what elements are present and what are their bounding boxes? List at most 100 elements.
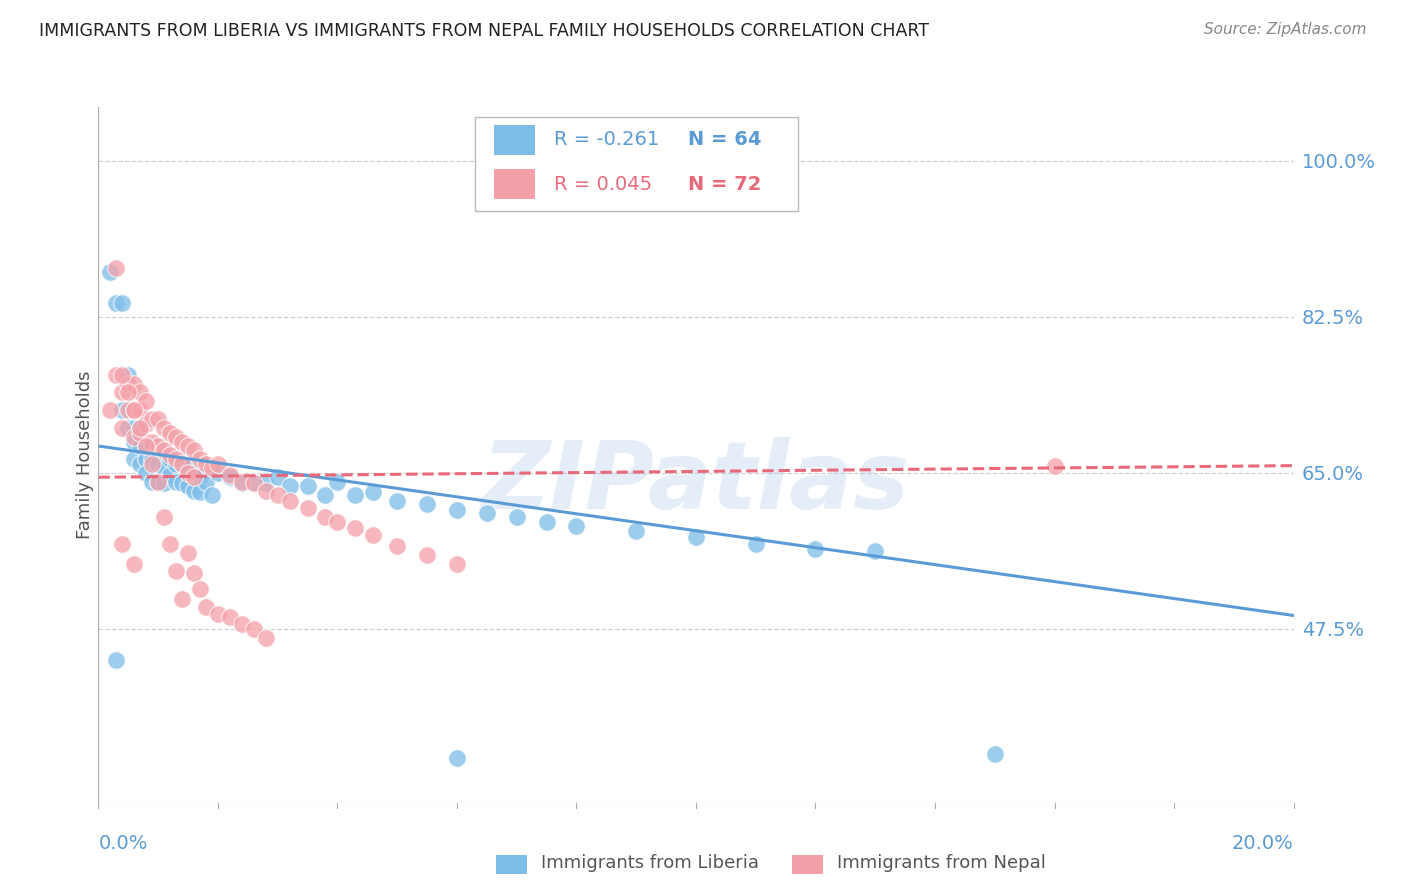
- Point: [446, 557, 468, 571]
- Point: [385, 539, 409, 553]
- Point: [111, 403, 134, 417]
- Point: [183, 466, 205, 480]
- Point: [183, 483, 205, 498]
- Point: [183, 443, 205, 458]
- Point: [195, 457, 218, 471]
- Point: [416, 497, 439, 511]
- Point: [685, 530, 707, 544]
- Point: [124, 421, 146, 435]
- Point: [148, 475, 170, 489]
- Point: [207, 457, 229, 471]
- Point: [207, 607, 229, 621]
- Point: [267, 488, 290, 502]
- Point: [177, 479, 200, 493]
- Point: [129, 425, 152, 440]
- Point: [172, 434, 194, 449]
- Text: Immigrants from Liberia: Immigrants from Liberia: [541, 855, 759, 872]
- Point: [254, 483, 277, 498]
- Text: Source: ZipAtlas.com: Source: ZipAtlas.com: [1204, 22, 1367, 37]
- Point: [148, 412, 170, 426]
- Point: [183, 566, 205, 580]
- Point: [475, 506, 498, 520]
- Point: [148, 475, 170, 489]
- Text: Immigrants from Nepal: Immigrants from Nepal: [837, 855, 1046, 872]
- FancyBboxPatch shape: [475, 118, 797, 211]
- Point: [804, 541, 827, 556]
- Point: [201, 488, 224, 502]
- Point: [135, 452, 157, 467]
- Point: [536, 515, 558, 529]
- Point: [117, 368, 139, 382]
- Point: [745, 537, 768, 551]
- Point: [124, 557, 146, 571]
- Point: [177, 466, 200, 480]
- Text: ZIPatlas: ZIPatlas: [482, 437, 910, 529]
- Point: [183, 470, 205, 484]
- Point: [129, 457, 152, 471]
- Point: [148, 439, 170, 453]
- Point: [344, 488, 367, 502]
- Point: [254, 631, 277, 645]
- Point: [165, 475, 187, 489]
- Text: 0.0%: 0.0%: [98, 834, 148, 853]
- FancyBboxPatch shape: [494, 126, 534, 154]
- Point: [416, 548, 439, 562]
- Point: [135, 417, 157, 431]
- Y-axis label: Family Households: Family Households: [76, 371, 94, 539]
- Point: [172, 457, 194, 471]
- Point: [135, 394, 157, 409]
- Point: [219, 470, 242, 484]
- Point: [153, 421, 176, 435]
- Point: [153, 461, 176, 475]
- Point: [159, 448, 181, 462]
- Point: [159, 425, 181, 440]
- Text: IMMIGRANTS FROM LIBERIA VS IMMIGRANTS FROM NEPAL FAMILY HOUSEHOLDS CORRELATION C: IMMIGRANTS FROM LIBERIA VS IMMIGRANTS FR…: [39, 22, 929, 40]
- Point: [297, 501, 319, 516]
- Point: [278, 494, 301, 508]
- Point: [111, 368, 134, 382]
- Point: [105, 260, 128, 275]
- Point: [117, 403, 139, 417]
- Point: [231, 617, 253, 632]
- Point: [129, 439, 152, 453]
- Point: [165, 564, 187, 578]
- Point: [315, 510, 337, 524]
- Point: [188, 582, 211, 596]
- Point: [141, 439, 163, 453]
- Point: [105, 368, 128, 382]
- Point: [188, 485, 211, 500]
- Point: [117, 376, 139, 391]
- Point: [172, 476, 194, 491]
- Text: N = 72: N = 72: [688, 175, 761, 194]
- Point: [188, 452, 211, 467]
- Point: [124, 430, 146, 444]
- Point: [363, 528, 385, 542]
- Point: [124, 403, 146, 417]
- Point: [124, 452, 146, 467]
- Point: [231, 475, 253, 489]
- Point: [111, 537, 134, 551]
- Point: [153, 443, 176, 458]
- Point: [111, 421, 134, 435]
- Point: [165, 452, 187, 467]
- Point: [177, 461, 200, 475]
- Point: [195, 475, 218, 489]
- Point: [153, 510, 176, 524]
- Point: [100, 265, 122, 279]
- Point: [297, 479, 319, 493]
- Point: [219, 610, 242, 624]
- Point: [207, 466, 229, 480]
- Point: [124, 403, 146, 417]
- Point: [100, 403, 122, 417]
- Point: [135, 466, 157, 480]
- Point: [172, 592, 194, 607]
- Text: R = 0.045: R = 0.045: [554, 175, 652, 194]
- Point: [159, 537, 181, 551]
- Point: [159, 467, 181, 482]
- Point: [148, 457, 170, 471]
- Point: [141, 452, 163, 467]
- Point: [254, 476, 277, 491]
- Point: [172, 457, 194, 471]
- Point: [195, 599, 218, 614]
- Point: [105, 296, 128, 310]
